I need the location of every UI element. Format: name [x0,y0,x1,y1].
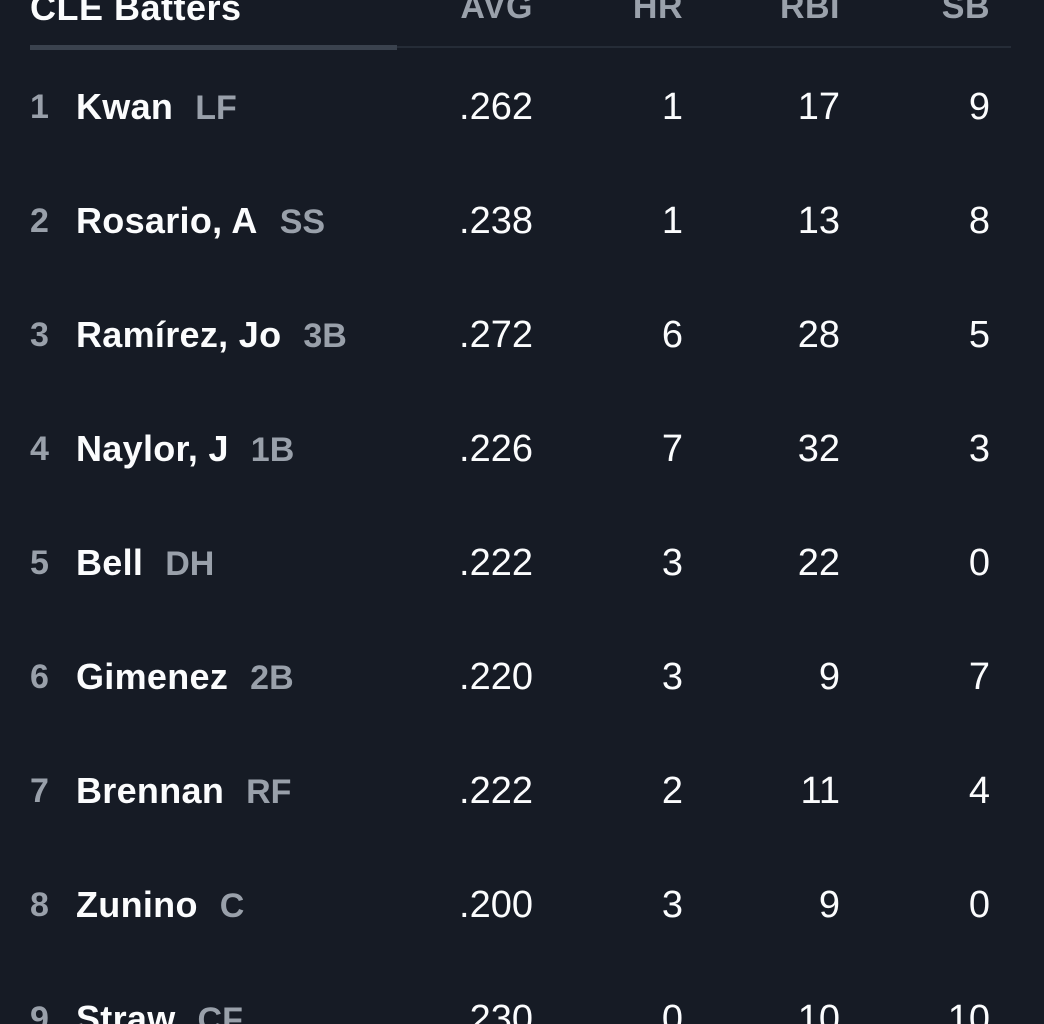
team-column-underline [30,45,397,50]
stat-rbi: 9 [818,883,840,926]
batting-order: 3 [30,315,49,354]
table-row[interactable]: 5 Bell DH .222 3 22 0 [30,506,1011,620]
batting-order: 8 [30,885,49,924]
player-name-cell: Brennan RF [76,770,383,812]
player-name: Ramírez, Jo [76,314,282,355]
stat-avg: .262 [459,85,533,128]
table-row[interactable]: 9 Straw CF .230 0 10 10 [30,962,1011,1024]
stat-sb: 4 [968,769,990,812]
column-header-sb: SB [941,0,990,26]
stat-rbi: 9 [818,655,840,698]
stat-avg: .222 [459,541,533,584]
player-name-cell: Bell DH [76,542,383,584]
stat-hr: 3 [661,655,683,698]
stat-hr: 7 [661,427,683,470]
table-body: 1 Kwan LF .262 1 17 9 2 Rosario, A SS .238… [30,50,1011,1024]
stat-rbi: 32 [797,427,840,470]
header-divider-line [30,46,1011,48]
stat-sb: 0 [968,883,990,926]
stat-avg: .230 [459,997,533,1024]
player-name: Gimenez [76,656,229,697]
stat-hr: 6 [661,313,683,356]
stat-avg: .200 [459,883,533,926]
batting-order: 5 [30,543,49,582]
player-name: Zunino [76,884,198,925]
player-name: Bell [76,542,144,583]
player-position: CF [197,1001,243,1024]
player-position: C [219,887,245,925]
stat-avg: .226 [459,427,533,470]
player-name-cell: Zunino C [76,884,383,926]
player-name: Kwan [76,86,174,127]
column-header-avg: AVG [460,0,533,26]
table-row[interactable]: 7 Brennan RF .222 2 11 4 [30,734,1011,848]
stat-rbi: 22 [797,541,840,584]
player-position: SS [279,203,326,241]
player-name: Naylor, J [76,428,229,469]
player-name-cell: Ramírez, Jo 3B [76,314,383,356]
player-name-cell: Kwan LF [76,86,383,128]
batting-order: 7 [30,771,49,810]
table-row[interactable]: 2 Rosario, A SS .238 1 13 8 [30,164,1011,278]
stat-sb: 9 [968,85,990,128]
header-divider [30,45,1011,50]
player-position: LF [195,89,237,127]
table-row[interactable]: 3 Ramírez, Jo 3B .272 6 28 5 [30,278,1011,392]
stat-avg: .220 [459,655,533,698]
stat-sb: 0 [968,541,990,584]
stat-sb: 8 [968,199,990,242]
player-name: Rosario, A [76,200,258,241]
batting-order: 4 [30,429,49,468]
batting-order: 2 [30,201,49,240]
player-name: Brennan [76,770,225,811]
stat-avg: .272 [459,313,533,356]
player-name-cell: Rosario, A SS [76,200,383,242]
table-row[interactable]: 4 Naylor, J 1B .226 7 32 3 [30,392,1011,506]
player-position: DH [165,545,215,583]
stat-sb: 5 [968,313,990,356]
player-position: 3B [303,317,347,355]
stat-hr: 1 [661,199,683,242]
stat-rbi: 10 [797,997,840,1024]
stat-sb: 7 [968,655,990,698]
table-row[interactable]: 6 Gimenez 2B .220 3 9 7 [30,620,1011,734]
stat-hr: 3 [661,541,683,584]
player-position: 2B [250,659,294,697]
table-header-row: CLE Batters AVG HR RBI SB [30,0,1011,45]
player-name-cell: Gimenez 2B [76,656,383,698]
stat-sb: 3 [968,427,990,470]
team-column-header: CLE Batters [30,0,242,28]
batting-order: 1 [30,87,49,126]
stat-sb: 10 [947,997,990,1024]
player-position: 1B [250,431,295,469]
stat-avg: .222 [459,769,533,812]
batting-order: 6 [30,657,49,696]
stat-hr: 2 [661,769,683,812]
column-header-hr: HR [632,0,683,26]
player-name-cell: Straw CF [76,998,383,1024]
stat-hr: 0 [661,997,683,1024]
table-row[interactable]: 1 Kwan LF .262 1 17 9 [30,50,1011,164]
stat-hr: 3 [661,883,683,926]
stat-rbi: 17 [797,85,840,128]
stat-rbi: 13 [797,199,840,242]
stat-hr: 1 [661,85,683,128]
player-name-cell: Naylor, J 1B [76,428,383,470]
stat-rbi: 11 [800,769,840,812]
batting-order: 9 [30,999,49,1024]
stat-rbi: 28 [797,313,840,356]
table-row[interactable]: 8 Zunino C .200 3 9 0 [30,848,1011,962]
player-position: RF [246,773,292,811]
player-name: Straw [76,998,176,1024]
column-header-rbi: RBI [779,0,840,26]
stat-avg: .238 [459,199,533,242]
